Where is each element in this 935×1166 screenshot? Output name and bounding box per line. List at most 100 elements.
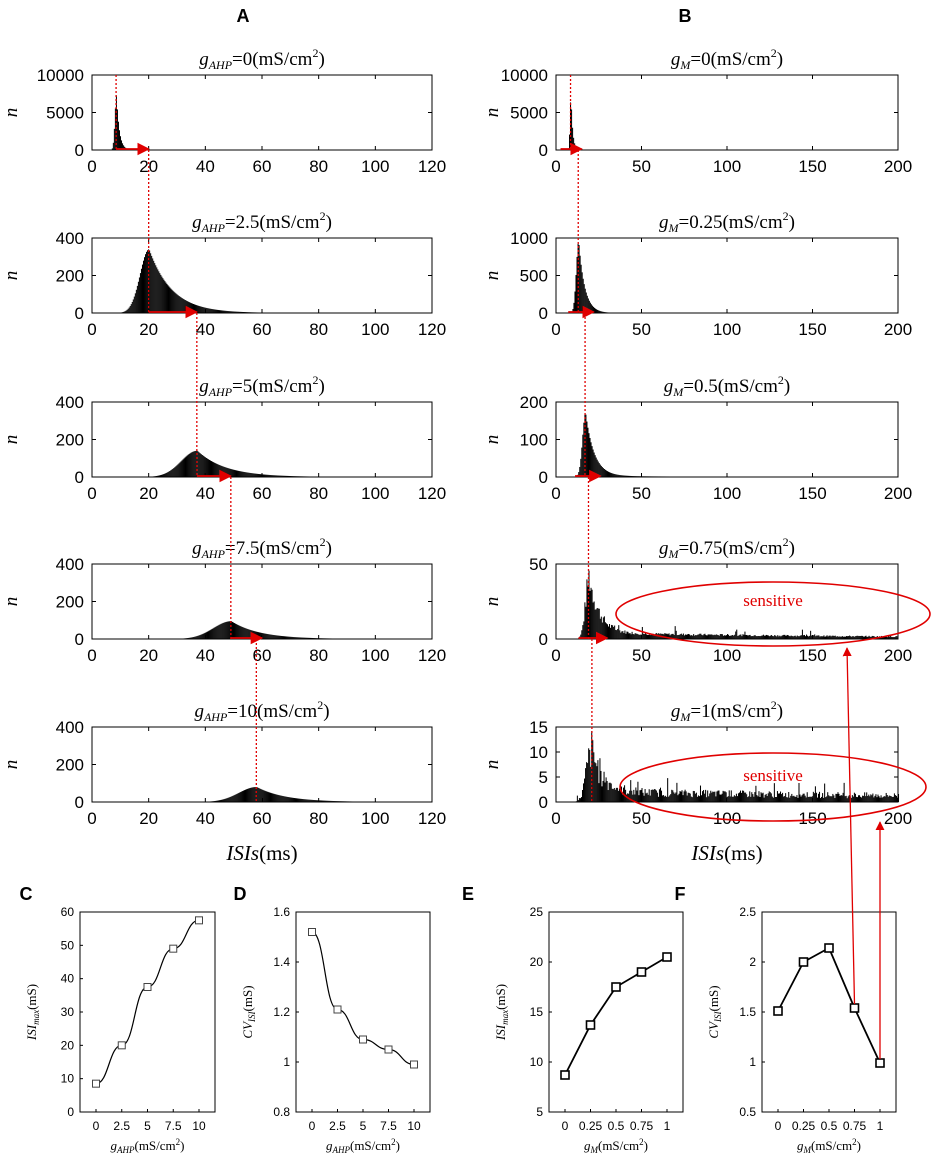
- histogram-bar: [246, 628, 248, 639]
- y-tick-label: 1: [283, 1055, 290, 1069]
- histogram-bar: [615, 629, 617, 639]
- histogram-bar: [770, 793, 772, 802]
- histogram-bar: [718, 790, 720, 802]
- histogram-bar: [665, 633, 667, 639]
- histogram-bar: [622, 631, 624, 639]
- histogram-bar: [812, 791, 814, 802]
- x-tick-label: 0: [309, 1119, 316, 1133]
- series-line: [564, 956, 668, 1076]
- histogram-bar: [192, 451, 194, 477]
- histogram-bar: [194, 636, 196, 639]
- data-point: [308, 928, 316, 936]
- panel-label-f: F: [675, 884, 686, 904]
- histogram-bar: [271, 475, 273, 477]
- histogram-bar: [593, 307, 595, 313]
- x-tick-label: 7.5: [165, 1119, 182, 1133]
- histogram-bar: [574, 291, 576, 313]
- histogram-bar: [652, 633, 654, 639]
- histogram-bar: [242, 627, 244, 639]
- axes-frame: [555, 74, 899, 151]
- histogram-bar: [885, 792, 887, 802]
- histogram-bar: [252, 787, 254, 802]
- histogram-bar: [861, 635, 863, 639]
- histogram-bar: [580, 797, 582, 802]
- histogram-bar: [618, 625, 620, 639]
- histogram-bar: [239, 792, 241, 802]
- histogram-bar: [265, 633, 267, 639]
- histogram-bar: [670, 634, 672, 639]
- histogram-bar: [620, 786, 623, 802]
- histogram-bar: [329, 800, 331, 802]
- histogram-bar: [220, 623, 222, 639]
- y-axis-label: n: [1, 435, 22, 445]
- histogram-bar: [218, 624, 220, 639]
- histogram-bar: [840, 636, 842, 639]
- histogram-bar: [115, 95, 117, 150]
- x-tick-label: 80: [309, 320, 328, 339]
- histogram-bar: [155, 475, 157, 477]
- histogram-bar: [581, 630, 583, 639]
- histogram-bar: [260, 788, 262, 802]
- histogram-bar: [590, 587, 592, 639]
- x-tick-label: 7.5: [380, 1119, 397, 1133]
- histogram-bar: [715, 796, 717, 802]
- histogram-bar: [182, 459, 184, 477]
- histogram-bar: [682, 795, 684, 802]
- histogram-bar: [835, 793, 837, 802]
- histogram-bar: [805, 797, 807, 802]
- histogram-bar: [248, 629, 250, 639]
- histogram-bar: [113, 128, 115, 150]
- x-tick-label: 50: [632, 809, 651, 828]
- histogram-bar: [798, 636, 800, 639]
- histogram-bar: [140, 268, 142, 313]
- histogram-bar: [593, 452, 595, 477]
- histogram-bar: [795, 796, 797, 802]
- histogram-bar: [212, 309, 214, 313]
- x-axis-label: gAHP(mS/cm2): [326, 1137, 400, 1155]
- histogram-bar: [751, 792, 753, 802]
- histogram-bar: [600, 311, 602, 313]
- histogram-bar: [699, 785, 702, 802]
- histogram-bar: [684, 789, 686, 802]
- histogram-bar: [806, 634, 808, 639]
- histogram-bar: [162, 474, 164, 477]
- histogram-bar: [806, 792, 808, 802]
- histogram-bar: [218, 464, 220, 477]
- histogram-bar: [636, 790, 638, 802]
- histogram-bar: [844, 636, 847, 639]
- histogram-bar: [227, 797, 229, 802]
- x-tick-label: 80: [309, 484, 328, 503]
- data-point: [92, 1079, 100, 1088]
- histogram-bar: [690, 635, 692, 639]
- histogram-title: gM=0.25(mS/cm2): [659, 209, 795, 235]
- histogram-bar: [788, 792, 790, 802]
- histogram-bar: [133, 296, 135, 313]
- x-tick-label: 2.5: [113, 1119, 130, 1133]
- histogram-bar: [225, 310, 227, 313]
- histogram-bar: [206, 458, 208, 477]
- histogram-bar: [121, 140, 123, 150]
- histogram-bar: [771, 634, 773, 639]
- histogram-bar: [714, 635, 716, 639]
- histogram-bar: [631, 631, 633, 639]
- histogram-bar: [796, 795, 798, 802]
- histogram-bar: [645, 634, 647, 639]
- histogram-bar: [186, 455, 188, 477]
- histogram-bar: [273, 475, 275, 477]
- histogram-bar: [603, 311, 605, 313]
- x-axis-label: gAHP(mS/cm2): [110, 1137, 184, 1155]
- histogram-bar: [283, 636, 286, 639]
- histogram-bar: [279, 475, 281, 477]
- y-tick-label: 25: [530, 905, 544, 919]
- histogram-bar: [583, 422, 585, 477]
- histogram-bar: [890, 796, 892, 802]
- histogram-bar: [575, 275, 577, 313]
- histogram-bar: [712, 791, 714, 802]
- histogram-bar: [324, 800, 326, 802]
- histogram-bar: [257, 473, 259, 477]
- histogram-bar: [685, 634, 687, 639]
- x-tick-label: 100: [713, 320, 741, 339]
- histogram-bar: [242, 790, 244, 802]
- histogram-bar: [748, 635, 750, 639]
- histogram-bar: [579, 466, 581, 477]
